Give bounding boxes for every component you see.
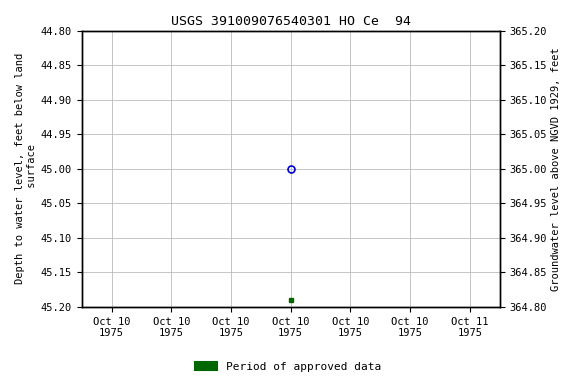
Title: USGS 391009076540301 HO Ce  94: USGS 391009076540301 HO Ce 94	[170, 15, 411, 28]
Legend: Period of approved data: Period of approved data	[191, 358, 385, 377]
Y-axis label: Groundwater level above NGVD 1929, feet: Groundwater level above NGVD 1929, feet	[551, 47, 561, 291]
Y-axis label: Depth to water level, feet below land
 surface: Depth to water level, feet below land su…	[15, 53, 37, 285]
